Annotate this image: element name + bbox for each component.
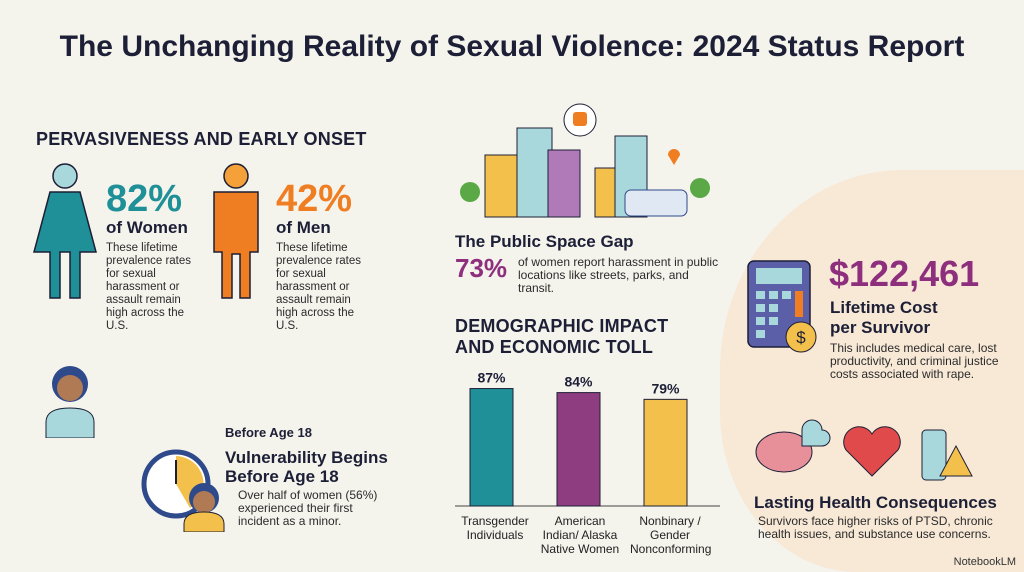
category-label-0: Transgender Individuals [461, 514, 529, 542]
men-label: of Men [276, 218, 331, 237]
cost-description: This includes medical care, lost product… [830, 341, 999, 381]
health-description: Survivors face higher risks of PTSD, chr… [758, 514, 993, 541]
public-space-percentage: 73% [455, 253, 508, 283]
clock-child-icon [141, 449, 225, 532]
women-percentage: 82% [106, 178, 183, 220]
women-description: These lifetime prevalence rates for sexu… [106, 242, 192, 332]
city-transit-illustration [460, 103, 710, 218]
category-label-2: Nonbinary / Gender Nonconforming [630, 514, 712, 556]
section-heading-demographic: DEMOGRAPHIC IMPACT AND ECONOMIC TOLL [455, 316, 669, 357]
background-blob [720, 170, 1024, 572]
man-icon [213, 163, 259, 299]
minor-title: Vulnerability Begins Before Age 18 [225, 448, 388, 486]
health-icons [755, 419, 973, 481]
calculator-icon: $ [747, 260, 817, 353]
section-heading-pervasiveness: PERVASIVENESS AND EARLY ONSET [36, 129, 367, 149]
public-space-description: of women report harassment in public loc… [518, 255, 719, 295]
svg-text:$: $ [796, 328, 806, 347]
data-label-2: 79% [651, 380, 680, 396]
demographic-bar-chart: 87% 84% 79% [455, 370, 720, 507]
page-title: The Unchanging Reality of Sexual Violenc… [59, 30, 965, 63]
minor-kicker: Before Age 18 [225, 425, 312, 440]
men-percentage: 42% [276, 178, 353, 220]
women-label: of Women [106, 218, 188, 237]
bar-2 [643, 398, 688, 507]
bar-1 [556, 392, 601, 507]
category-label-1: American Indian/ Alaska Native Women [540, 514, 620, 556]
cost-value: $122,461 [829, 253, 980, 294]
girl-avatar-icon [45, 366, 95, 438]
data-label-0: 87% [477, 370, 506, 386]
public-space-title: The Public Space Gap [455, 232, 634, 251]
woman-icon [33, 163, 97, 299]
minor-description: Over half of women (56%) experienced the… [238, 488, 378, 528]
bar-0 [469, 388, 514, 507]
health-title: Lasting Health Consequences [754, 493, 997, 512]
data-label-1: 84% [564, 374, 593, 390]
notebooklm-brand: NotebookLM [953, 556, 1016, 568]
cost-title: Lifetime Cost per Survivor [830, 298, 938, 337]
men-description: These lifetime prevalence rates for sexu… [276, 242, 362, 332]
